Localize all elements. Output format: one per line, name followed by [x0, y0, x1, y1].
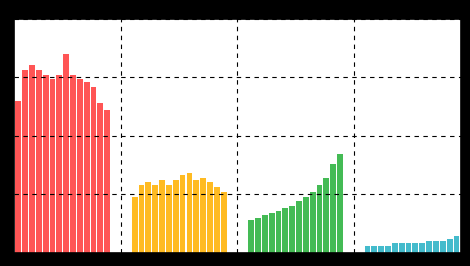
Bar	[392, 243, 398, 253]
Bar	[173, 180, 179, 253]
Bar	[29, 65, 35, 253]
Bar	[419, 243, 425, 253]
Bar	[426, 241, 432, 253]
Bar	[446, 239, 453, 253]
Bar	[97, 103, 103, 253]
Bar	[70, 75, 76, 253]
Bar	[310, 192, 315, 253]
Bar	[180, 176, 186, 253]
Bar	[365, 246, 370, 253]
Bar	[145, 182, 151, 253]
Bar	[289, 206, 295, 253]
Bar	[166, 185, 172, 253]
Bar	[49, 80, 55, 253]
Bar	[159, 180, 165, 253]
Bar	[330, 164, 336, 253]
Bar	[16, 101, 21, 253]
Bar	[385, 246, 391, 253]
Bar	[275, 211, 282, 253]
Bar	[378, 246, 384, 253]
Bar	[91, 86, 96, 253]
Bar	[214, 187, 219, 253]
Bar	[207, 182, 213, 253]
Bar	[132, 197, 138, 253]
Bar	[454, 236, 459, 253]
Bar	[63, 54, 69, 253]
Bar	[77, 80, 83, 253]
Bar	[200, 178, 206, 253]
Bar	[248, 220, 254, 253]
Bar	[187, 173, 192, 253]
Bar	[296, 201, 302, 253]
Bar	[22, 70, 28, 253]
Bar	[440, 241, 446, 253]
Bar	[323, 178, 329, 253]
Bar	[262, 215, 267, 253]
Bar	[337, 154, 343, 253]
Bar	[317, 185, 322, 253]
Bar	[221, 192, 227, 253]
Bar	[282, 208, 288, 253]
Bar	[104, 110, 110, 253]
Bar	[36, 70, 42, 253]
Bar	[399, 243, 405, 253]
Bar	[43, 75, 48, 253]
Bar	[139, 185, 144, 253]
Bar	[193, 180, 199, 253]
Bar	[413, 243, 418, 253]
Bar	[84, 82, 90, 253]
Bar	[152, 185, 158, 253]
Bar	[56, 75, 62, 253]
Bar	[269, 213, 274, 253]
Bar	[433, 241, 439, 253]
Bar	[406, 243, 411, 253]
Bar	[255, 218, 261, 253]
Bar	[303, 197, 309, 253]
Bar	[371, 246, 377, 253]
